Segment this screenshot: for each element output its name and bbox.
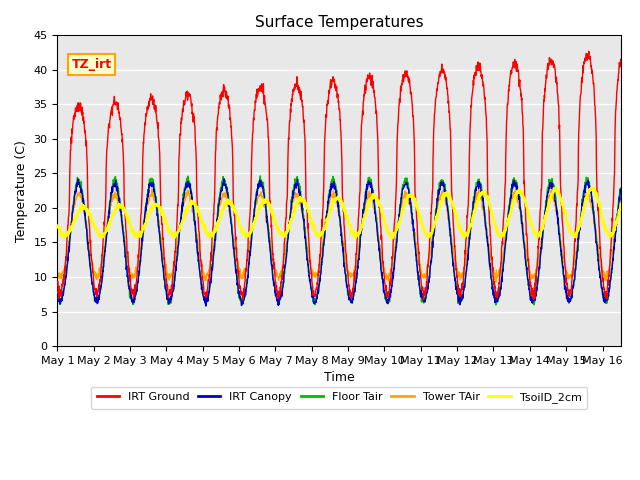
Text: TZ_irt: TZ_irt: [72, 58, 111, 71]
X-axis label: Time: Time: [324, 372, 355, 384]
Title: Surface Temperatures: Surface Temperatures: [255, 15, 423, 30]
Y-axis label: Temperature (C): Temperature (C): [15, 140, 28, 241]
Legend: IRT Ground, IRT Canopy, Floor Tair, Tower TAir, TsoilD_2cm: IRT Ground, IRT Canopy, Floor Tair, Towe…: [91, 387, 587, 409]
